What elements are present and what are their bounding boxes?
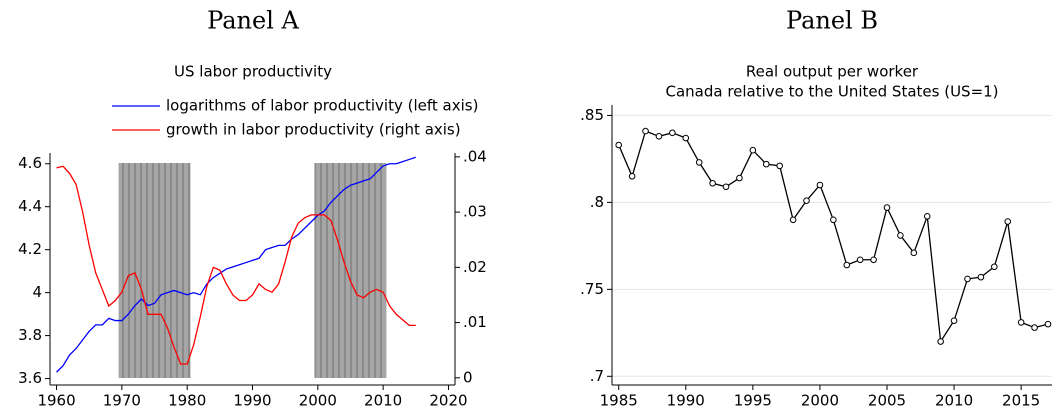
point-marker	[789, 216, 797, 224]
x-tick-label: 1990	[667, 392, 705, 410]
x-tick-label: 2015	[1002, 392, 1040, 410]
point-marker	[1017, 319, 1025, 326]
point-marker	[870, 256, 877, 264]
point-marker	[776, 162, 783, 170]
x-tick-label: 1990	[233, 392, 271, 410]
x-tick-label: 1960	[37, 392, 75, 410]
y-tick-label: .8	[590, 193, 604, 211]
point-marker	[883, 204, 891, 211]
point-marker	[722, 183, 730, 191]
y2-tick-label: .04	[463, 147, 487, 165]
point-marker	[642, 127, 649, 135]
point-marker	[749, 146, 757, 154]
x-tick-label: 2010	[364, 392, 402, 410]
point-marker	[977, 273, 985, 281]
x-tick-label: 2020	[429, 392, 467, 410]
series-line	[618, 130, 1049, 344]
point-marker	[695, 159, 703, 166]
point-marker	[803, 197, 810, 204]
y2-tick-label: 0	[463, 368, 473, 386]
series-line	[56, 165, 416, 365]
point-marker	[991, 263, 998, 271]
point-marker	[1004, 218, 1012, 225]
point-marker	[950, 317, 958, 324]
point-marker	[910, 249, 918, 257]
point-marker	[964, 275, 971, 283]
legend-label: growth in labor productivity (right axis…	[166, 121, 461, 139]
y-tick-label: 3.6	[18, 369, 42, 387]
point-marker	[923, 213, 931, 220]
point-marker	[736, 174, 743, 182]
y2-tick-label: .02	[463, 258, 487, 276]
x-tick-label: 2000	[801, 392, 839, 410]
y-tick-label: .75	[580, 280, 604, 298]
point-marker	[1044, 320, 1052, 328]
x-tick-label: 2010	[935, 392, 973, 410]
series-line	[56, 156, 417, 373]
x-tick-label: 2000	[299, 392, 337, 410]
x-tick-label: 1980	[168, 392, 206, 410]
panel-title: Panel B	[786, 7, 878, 35]
y-tick-label: 4.2	[18, 240, 42, 258]
x-tick-label: 2005	[868, 392, 906, 410]
point-marker	[669, 129, 676, 137]
y-tick-label: .85	[580, 106, 604, 124]
y-tick-label: 4.4	[18, 197, 42, 215]
chart-title: US labor productivity	[174, 63, 332, 81]
chart-title: Real output per worker	[746, 63, 919, 81]
y-tick-label: 4	[32, 283, 42, 301]
point-marker	[843, 261, 851, 269]
chart-subtitle: Canada relative to the United States (US…	[665, 83, 998, 101]
point-marker	[816, 181, 824, 189]
point-marker	[682, 134, 690, 142]
x-tick-label: 1995	[734, 392, 772, 410]
y-tick-label: .7	[590, 367, 604, 385]
point-marker	[937, 338, 944, 345]
point-marker	[1031, 324, 1038, 331]
point-marker	[856, 256, 864, 264]
point-marker	[897, 232, 904, 239]
legend-label: logarithms of labor productivity (left a…	[166, 97, 478, 115]
y-tick-label: 3.8	[18, 326, 42, 344]
x-tick-label: 1985	[600, 392, 638, 410]
point-marker	[762, 160, 770, 168]
y2-tick-label: .03	[463, 203, 487, 221]
point-marker	[628, 173, 636, 180]
point-marker	[615, 141, 623, 149]
point-marker	[830, 216, 837, 224]
point-marker	[655, 133, 663, 140]
panel-title: Panel A	[207, 7, 299, 35]
point-marker	[709, 179, 716, 187]
y-tick-label: 4.6	[18, 154, 42, 172]
x-tick-label: 1970	[103, 392, 141, 410]
shaded-period	[118, 163, 191, 378]
shaded-period	[314, 163, 387, 378]
y2-tick-label: .01	[463, 313, 487, 331]
